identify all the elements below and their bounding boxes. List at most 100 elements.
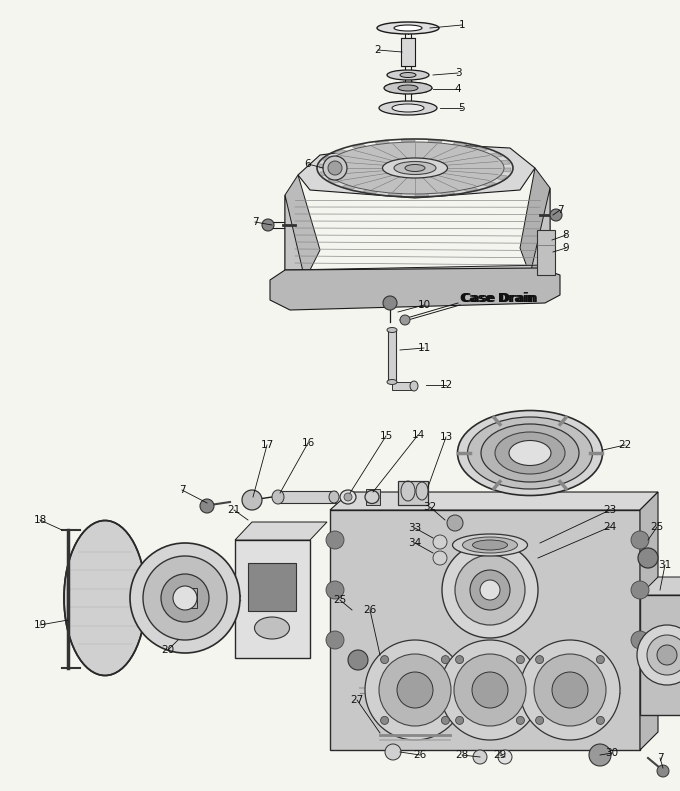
Circle shape <box>657 645 677 665</box>
Text: 13: 13 <box>439 432 453 442</box>
Ellipse shape <box>387 327 397 332</box>
Ellipse shape <box>387 70 429 80</box>
Text: 10: 10 <box>418 300 430 310</box>
Polygon shape <box>335 149 348 154</box>
Bar <box>388 330 396 382</box>
Text: 5: 5 <box>459 103 465 113</box>
Polygon shape <box>328 179 341 184</box>
Text: 34: 34 <box>409 538 422 548</box>
Polygon shape <box>428 140 442 144</box>
Circle shape <box>200 499 214 513</box>
Text: Case Drain: Case Drain <box>460 292 536 305</box>
Polygon shape <box>440 191 455 195</box>
Ellipse shape <box>473 540 507 550</box>
Text: 1: 1 <box>459 20 465 30</box>
Text: 2: 2 <box>375 45 381 55</box>
Ellipse shape <box>410 381 418 391</box>
Circle shape <box>550 209 562 221</box>
Text: 9: 9 <box>562 243 569 253</box>
Circle shape <box>589 744 611 766</box>
Ellipse shape <box>509 441 551 465</box>
Circle shape <box>647 635 680 675</box>
Bar <box>248 563 296 611</box>
Circle shape <box>455 555 525 625</box>
Circle shape <box>383 296 397 310</box>
Text: 22: 22 <box>618 440 632 450</box>
Text: 32: 32 <box>424 502 437 512</box>
Circle shape <box>130 543 240 653</box>
Circle shape <box>596 717 605 725</box>
Circle shape <box>173 586 197 610</box>
Text: 16: 16 <box>301 438 315 448</box>
Text: 28: 28 <box>456 750 469 760</box>
Circle shape <box>433 535 447 549</box>
Bar <box>640 595 680 715</box>
Ellipse shape <box>384 82 432 94</box>
Polygon shape <box>640 577 680 595</box>
Circle shape <box>400 315 410 325</box>
Ellipse shape <box>495 432 565 474</box>
Text: 33: 33 <box>409 523 422 533</box>
Ellipse shape <box>377 22 439 34</box>
Text: 29: 29 <box>494 750 507 760</box>
Text: 31: 31 <box>658 560 672 570</box>
Ellipse shape <box>340 490 356 504</box>
Ellipse shape <box>365 490 379 504</box>
Ellipse shape <box>458 411 602 495</box>
Circle shape <box>516 717 524 725</box>
Ellipse shape <box>394 25 422 31</box>
Text: Case Drain: Case Drain <box>462 292 538 305</box>
Ellipse shape <box>498 750 512 764</box>
Text: 12: 12 <box>439 380 453 390</box>
Circle shape <box>516 656 524 664</box>
Bar <box>278 491 336 503</box>
Text: 7: 7 <box>657 753 663 763</box>
Polygon shape <box>323 157 335 161</box>
Circle shape <box>638 548 658 568</box>
Circle shape <box>348 650 368 670</box>
Bar <box>366 489 380 505</box>
Polygon shape <box>495 175 507 180</box>
Circle shape <box>456 656 464 664</box>
Polygon shape <box>330 492 658 510</box>
Polygon shape <box>489 153 503 157</box>
Ellipse shape <box>473 750 487 764</box>
Ellipse shape <box>392 104 424 112</box>
Polygon shape <box>319 164 328 168</box>
Polygon shape <box>640 492 658 750</box>
Circle shape <box>440 640 540 740</box>
Polygon shape <box>320 172 330 176</box>
Text: 27: 27 <box>350 695 364 705</box>
Ellipse shape <box>394 161 436 175</box>
Circle shape <box>552 672 588 708</box>
Polygon shape <box>473 147 488 152</box>
Ellipse shape <box>329 491 339 503</box>
Circle shape <box>442 542 538 638</box>
Ellipse shape <box>387 380 397 384</box>
Text: 7: 7 <box>252 217 258 227</box>
Text: 14: 14 <box>411 430 424 440</box>
Ellipse shape <box>400 73 416 78</box>
Text: 18: 18 <box>33 515 47 525</box>
Ellipse shape <box>344 493 352 501</box>
Bar <box>185 588 197 608</box>
Circle shape <box>631 631 649 649</box>
Bar <box>401 38 415 66</box>
Text: 26: 26 <box>413 750 426 760</box>
Circle shape <box>328 161 342 175</box>
Circle shape <box>472 672 508 708</box>
Circle shape <box>470 570 510 610</box>
Circle shape <box>536 656 543 664</box>
Polygon shape <box>502 168 511 172</box>
Polygon shape <box>375 141 390 146</box>
Text: 20: 20 <box>161 645 175 655</box>
Ellipse shape <box>398 85 418 91</box>
Bar <box>330 510 640 750</box>
Circle shape <box>143 556 227 640</box>
Text: 6: 6 <box>305 159 311 169</box>
Circle shape <box>379 654 451 726</box>
Polygon shape <box>343 184 358 189</box>
Circle shape <box>381 656 388 664</box>
Bar <box>398 481 428 505</box>
Text: 30: 30 <box>605 748 619 758</box>
